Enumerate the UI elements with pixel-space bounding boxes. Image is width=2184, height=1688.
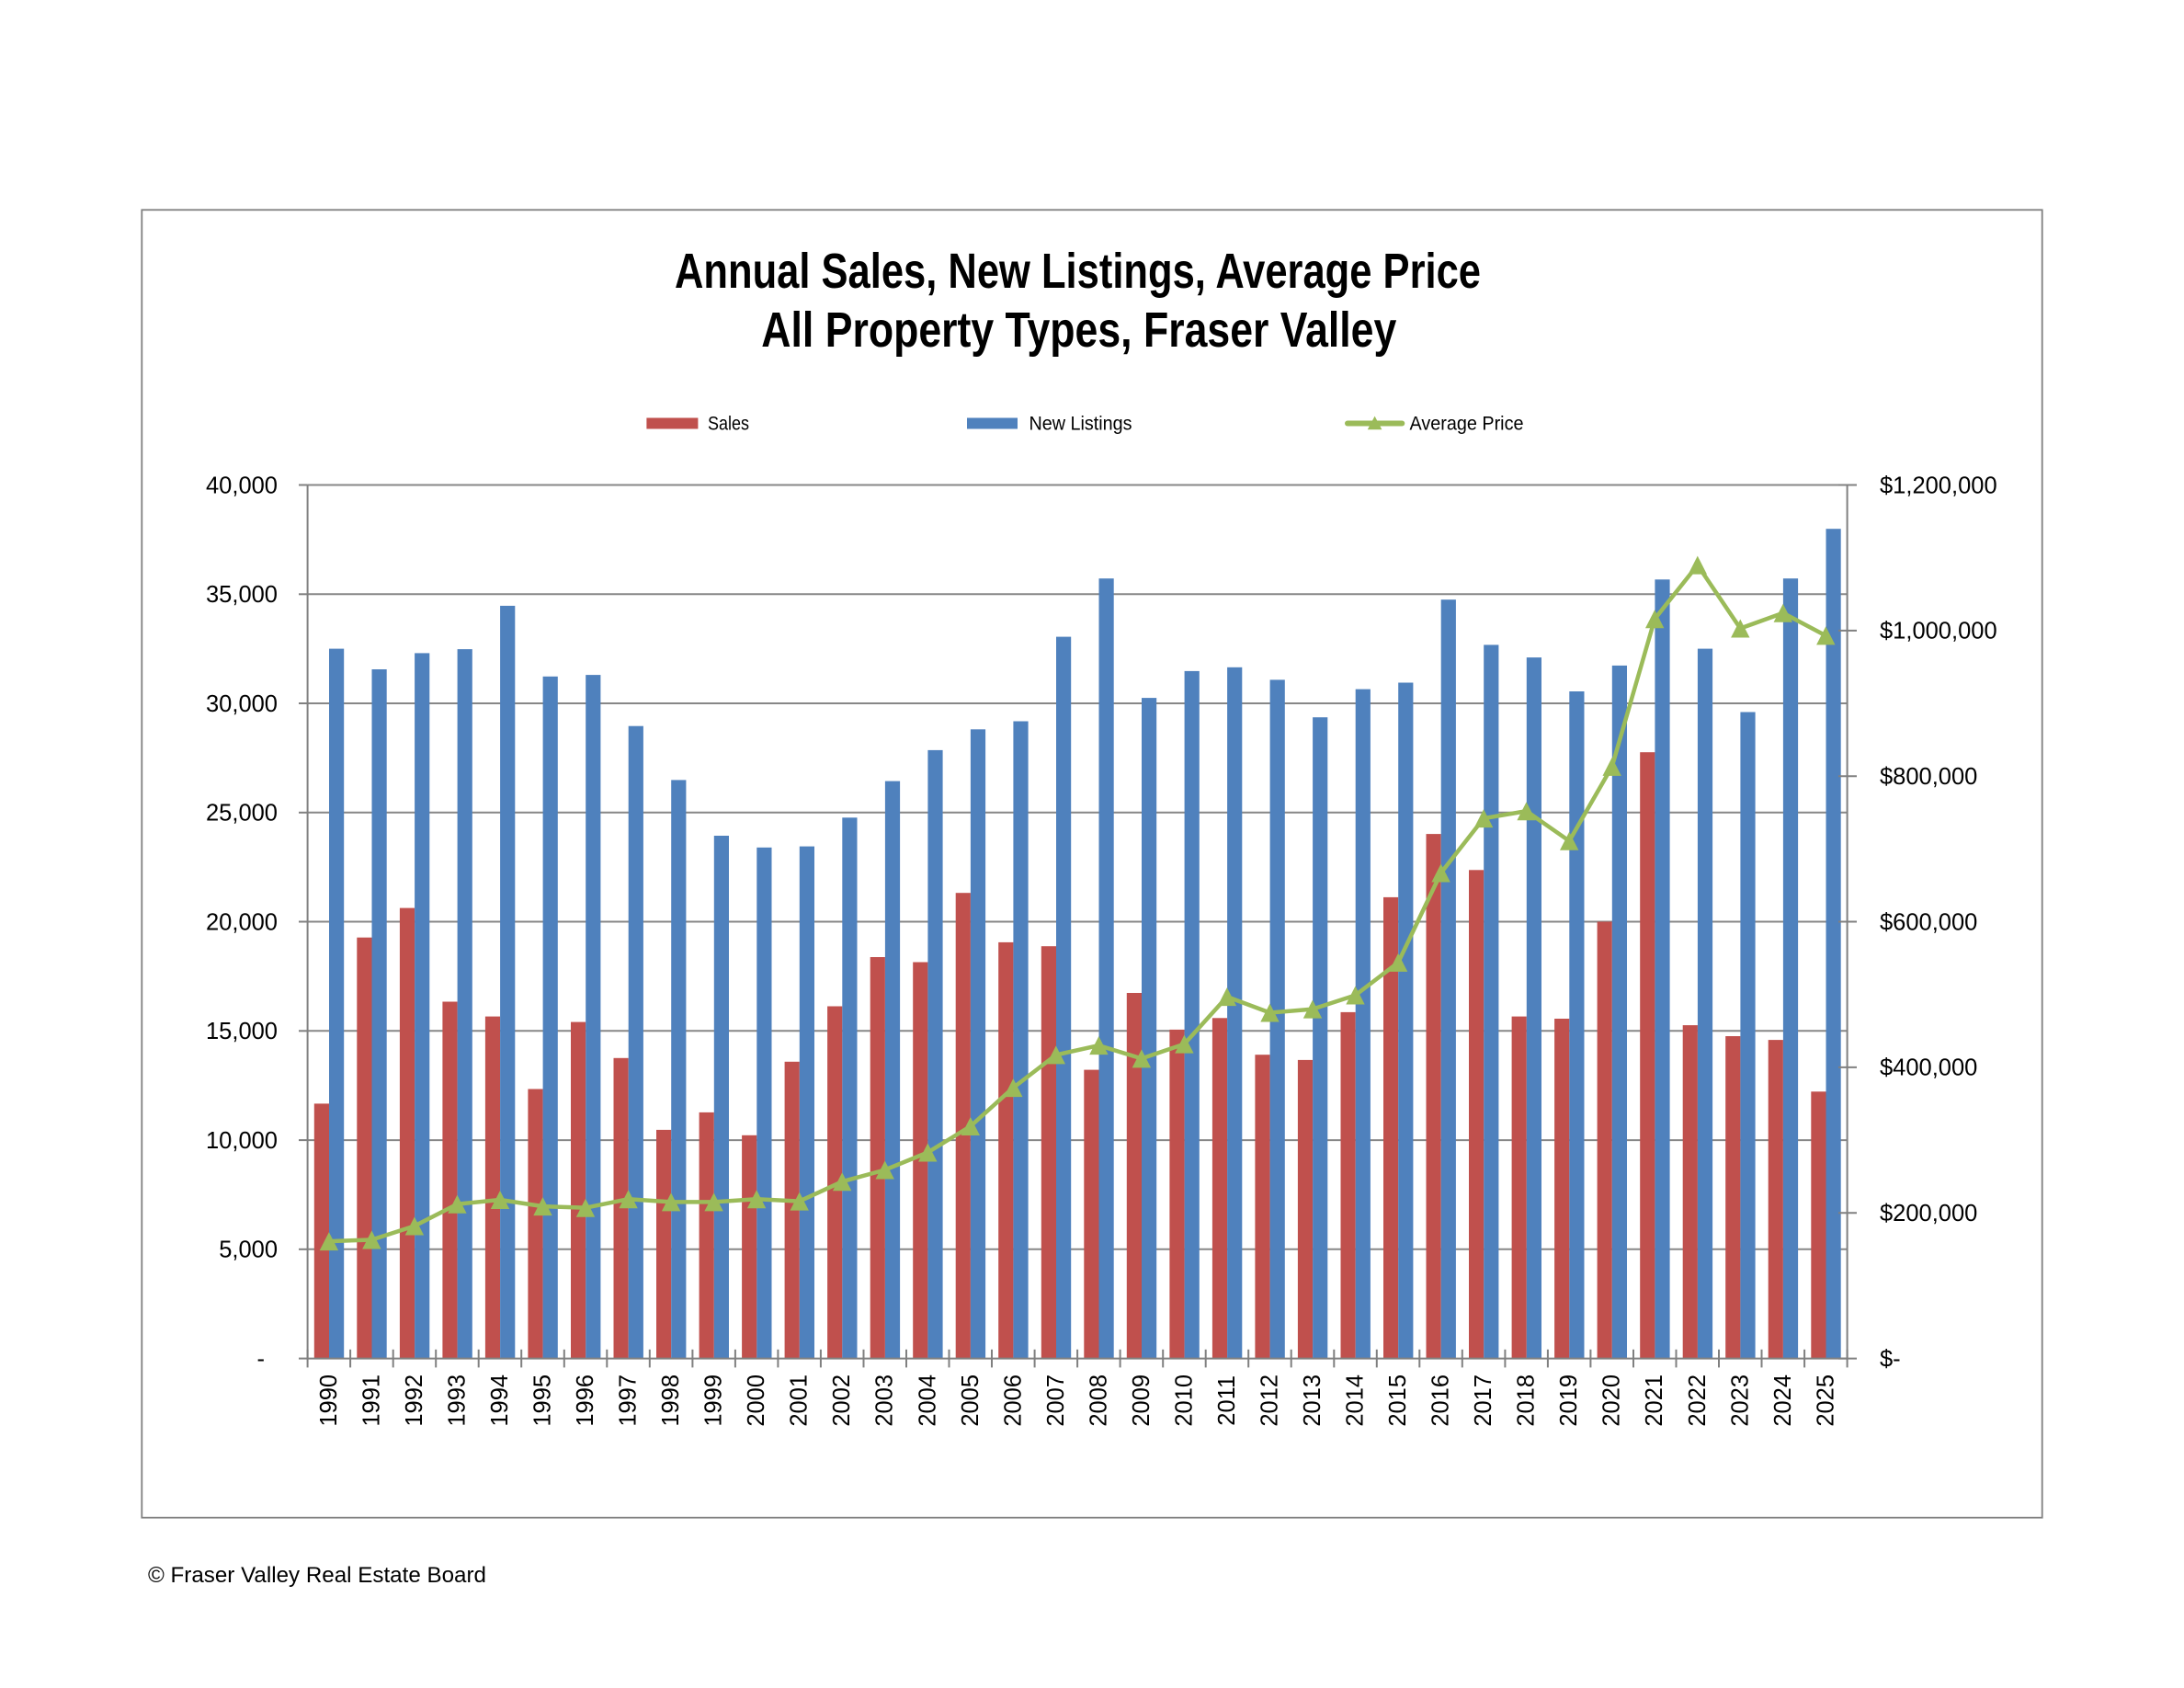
- svg-text:1999: 1999: [701, 1374, 727, 1427]
- svg-text:15,000: 15,000: [206, 1019, 278, 1044]
- svg-text:$1,000,000: $1,000,000: [1880, 619, 1997, 644]
- svg-text:2011: 2011: [1214, 1375, 1240, 1426]
- svg-text:2003: 2003: [872, 1374, 898, 1427]
- svg-text:2024: 2024: [1770, 1374, 1796, 1427]
- svg-text:30,000: 30,000: [206, 691, 278, 717]
- svg-text:1998: 1998: [658, 1374, 684, 1427]
- svg-text:2006: 2006: [1000, 1374, 1026, 1427]
- svg-text:40,000: 40,000: [206, 473, 278, 498]
- svg-text:2000: 2000: [744, 1374, 769, 1427]
- svg-text:1996: 1996: [573, 1374, 598, 1427]
- svg-text:Annual Sales, New Listings, Av: Annual Sales, New Listings, Average Pric…: [675, 244, 1481, 299]
- svg-text:2020: 2020: [1599, 1374, 1625, 1427]
- svg-text:$1,200,000: $1,200,000: [1880, 473, 1997, 498]
- svg-text:$-: $-: [1880, 1346, 1901, 1372]
- svg-text:1994: 1994: [487, 1374, 513, 1427]
- svg-text:2012: 2012: [1257, 1374, 1283, 1427]
- svg-text:© Fraser Valley Real Estate Bo: © Fraser Valley Real Estate Board: [148, 1563, 486, 1588]
- svg-text:1990: 1990: [316, 1374, 342, 1427]
- svg-text:2008: 2008: [1086, 1374, 1111, 1427]
- svg-text:1995: 1995: [530, 1374, 556, 1427]
- svg-text:2013: 2013: [1300, 1374, 1325, 1427]
- svg-text:$800,000: $800,000: [1880, 764, 1977, 790]
- svg-text:2016: 2016: [1428, 1374, 1454, 1427]
- svg-text:20,000: 20,000: [206, 909, 278, 935]
- svg-text:2015: 2015: [1385, 1374, 1411, 1427]
- svg-text:2017: 2017: [1471, 1374, 1496, 1427]
- svg-text:2023: 2023: [1727, 1374, 1753, 1427]
- svg-text:1991: 1991: [358, 1374, 384, 1427]
- svg-text:2002: 2002: [829, 1374, 855, 1427]
- svg-text:2019: 2019: [1556, 1374, 1582, 1427]
- svg-text:New Listings: New Listings: [1029, 413, 1132, 434]
- svg-text:Average Price: Average Price: [1410, 413, 1524, 434]
- svg-text:10,000: 10,000: [206, 1128, 278, 1154]
- svg-text:-: -: [257, 1346, 266, 1372]
- svg-text:2007: 2007: [1043, 1374, 1069, 1427]
- svg-text:2014: 2014: [1343, 1374, 1369, 1427]
- svg-text:2025: 2025: [1813, 1374, 1838, 1427]
- svg-text:1993: 1993: [444, 1374, 470, 1427]
- svg-text:2010: 2010: [1171, 1374, 1197, 1427]
- svg-text:2004: 2004: [915, 1374, 940, 1427]
- svg-text:All Property Types, Fraser Val: All Property Types, Fraser Valley: [761, 302, 1396, 358]
- svg-text:$600,000: $600,000: [1880, 909, 1977, 935]
- svg-text:2009: 2009: [1129, 1374, 1155, 1427]
- svg-text:2001: 2001: [787, 1374, 813, 1427]
- svg-text:2018: 2018: [1514, 1374, 1540, 1427]
- svg-text:25,000: 25,000: [206, 801, 278, 827]
- svg-text:1992: 1992: [402, 1374, 427, 1427]
- svg-text:$200,000: $200,000: [1880, 1201, 1977, 1226]
- svg-text:2021: 2021: [1642, 1374, 1667, 1427]
- svg-text:$400,000: $400,000: [1880, 1055, 1977, 1081]
- svg-text:2005: 2005: [958, 1374, 984, 1427]
- svg-text:35,000: 35,000: [206, 582, 278, 608]
- svg-text:5,000: 5,000: [219, 1237, 278, 1263]
- svg-text:Sales: Sales: [708, 413, 749, 434]
- svg-text:2022: 2022: [1685, 1374, 1711, 1427]
- svg-text:1997: 1997: [616, 1374, 642, 1427]
